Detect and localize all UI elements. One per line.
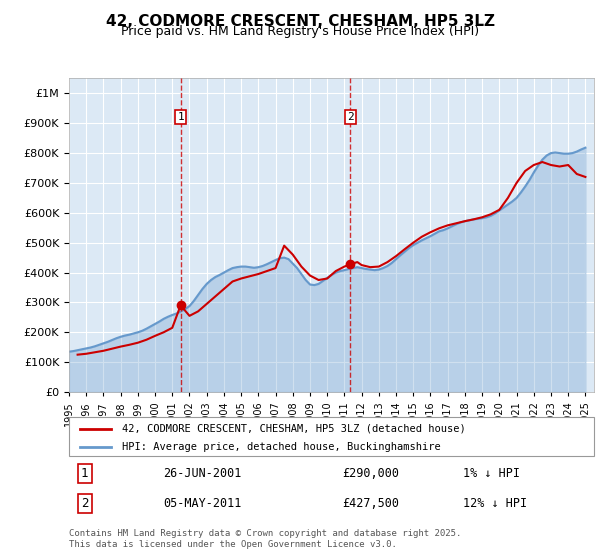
Text: 42, CODMORE CRESCENT, CHESHAM, HP5 3LZ (detached house): 42, CODMORE CRESCENT, CHESHAM, HP5 3LZ (… — [121, 424, 465, 434]
Text: Contains HM Land Registry data © Crown copyright and database right 2025.
This d: Contains HM Land Registry data © Crown c… — [69, 529, 461, 549]
Text: Price paid vs. HM Land Registry's House Price Index (HPI): Price paid vs. HM Land Registry's House … — [121, 25, 479, 38]
Text: 1: 1 — [81, 466, 89, 480]
Text: £427,500: £427,500 — [342, 497, 399, 510]
Text: 05-MAY-2011: 05-MAY-2011 — [163, 497, 242, 510]
Text: 42, CODMORE CRESCENT, CHESHAM, HP5 3LZ: 42, CODMORE CRESCENT, CHESHAM, HP5 3LZ — [106, 14, 494, 29]
Text: 2: 2 — [347, 112, 353, 122]
Text: £290,000: £290,000 — [342, 466, 399, 480]
FancyBboxPatch shape — [69, 417, 594, 456]
Text: HPI: Average price, detached house, Buckinghamshire: HPI: Average price, detached house, Buck… — [121, 442, 440, 451]
Text: 12% ↓ HPI: 12% ↓ HPI — [463, 497, 527, 510]
Text: 26-JUN-2001: 26-JUN-2001 — [163, 466, 242, 480]
Text: 1% ↓ HPI: 1% ↓ HPI — [463, 466, 520, 480]
Text: 1: 1 — [177, 112, 184, 122]
Text: 2: 2 — [81, 497, 89, 510]
